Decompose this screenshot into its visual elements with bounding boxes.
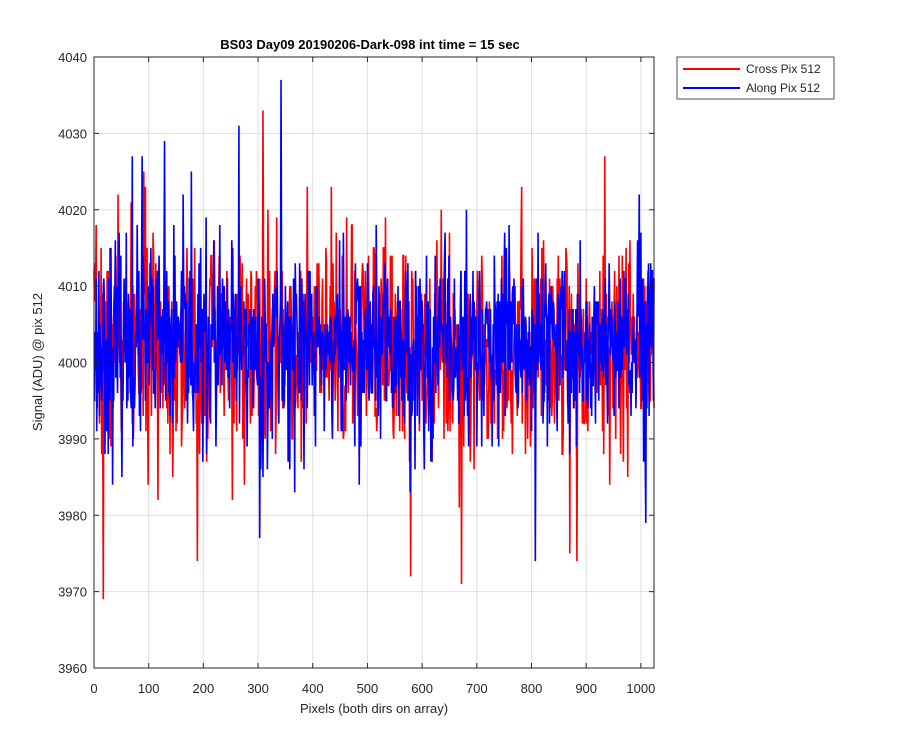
x-tick-label: 700 bbox=[466, 681, 488, 696]
x-tick-label: 1000 bbox=[626, 681, 655, 696]
y-tick-label: 3960 bbox=[58, 661, 87, 676]
x-axis-label: Pixels (both dirs on array) bbox=[300, 701, 448, 716]
x-tick-label: 200 bbox=[193, 681, 215, 696]
x-tick-label: 800 bbox=[521, 681, 543, 696]
chart-title: BS03 Day09 20190206-Dark-098 int time = … bbox=[220, 37, 520, 52]
y-tick-label: 4010 bbox=[58, 279, 87, 294]
axis-ticks: 0 100 200 300 400 500 600 700 800 900 1000 3960 3970… bbox=[58, 50, 655, 696]
y-tick-label: 3980 bbox=[58, 508, 87, 523]
series-line-along-pix bbox=[93, 79, 655, 562]
x-tick-label: 600 bbox=[411, 681, 433, 696]
x-tick-label: 0 bbox=[90, 681, 97, 696]
legend-label-along: Along Pix 512 bbox=[746, 81, 820, 95]
y-tick-label: 4040 bbox=[58, 50, 87, 65]
x-tick-label: 300 bbox=[247, 681, 269, 696]
x-tick-label: 500 bbox=[357, 681, 379, 696]
y-tick-label: 4000 bbox=[58, 356, 87, 371]
series-layer bbox=[93, 79, 655, 600]
legend: Cross Pix 512 Along Pix 512 bbox=[676, 56, 835, 100]
y-axis-label: Signal (ADU) @ pix 512 bbox=[30, 293, 45, 431]
x-tick-label: 900 bbox=[575, 681, 597, 696]
legend-label-cross: Cross Pix 512 bbox=[746, 62, 821, 76]
x-tick-label: 400 bbox=[302, 681, 324, 696]
y-tick-label: 3990 bbox=[58, 432, 87, 447]
x-tick-label: 100 bbox=[138, 681, 160, 696]
plot-area: 0 100 200 300 400 500 600 700 800 900 1000 3960 3970… bbox=[58, 50, 655, 696]
y-tick-label: 3970 bbox=[58, 585, 87, 600]
y-tick-label: 4020 bbox=[58, 203, 87, 218]
legend-box bbox=[676, 56, 835, 100]
y-tick-label: 4030 bbox=[58, 126, 87, 141]
